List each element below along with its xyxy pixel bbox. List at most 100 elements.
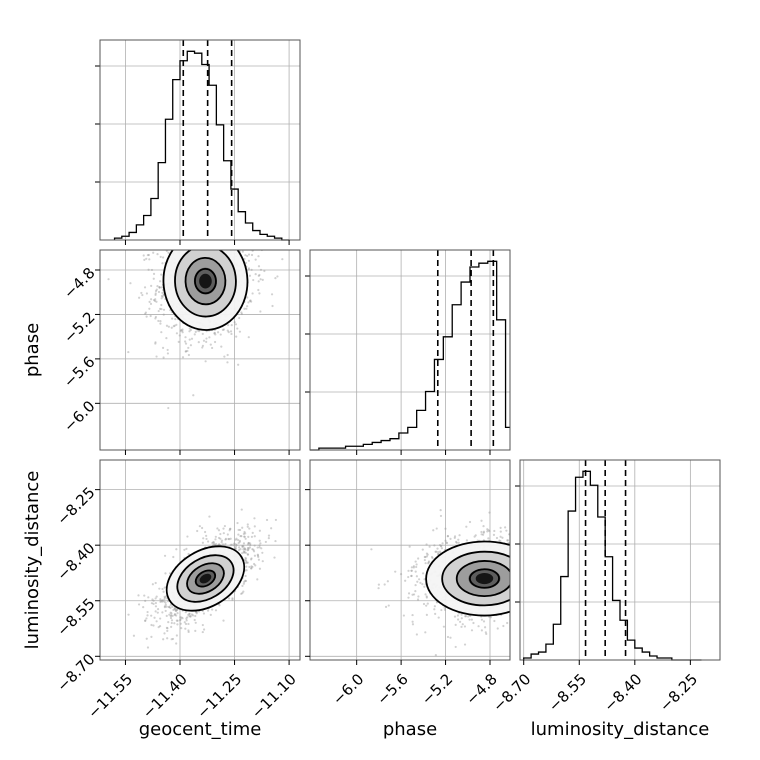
sample-point xyxy=(150,635,153,638)
sample-point xyxy=(470,629,474,632)
sample-point xyxy=(164,601,167,604)
sample-point xyxy=(175,642,178,645)
histogram-luminosity-distance xyxy=(523,470,702,661)
sample-point xyxy=(183,621,186,624)
sample-point xyxy=(163,606,167,609)
sample-point xyxy=(246,543,250,546)
sample-point xyxy=(455,541,458,544)
sample-point xyxy=(246,523,249,526)
sample-point xyxy=(242,542,246,545)
sample-point xyxy=(166,348,169,352)
sample-point xyxy=(144,619,147,622)
contour-level-0 xyxy=(165,545,246,612)
sample-point xyxy=(221,543,225,546)
sample-point xyxy=(257,280,260,283)
sample-point xyxy=(435,550,438,553)
sample-point xyxy=(417,557,420,560)
sample-point xyxy=(184,336,187,339)
sample-point xyxy=(245,561,248,564)
sample-point xyxy=(178,334,181,337)
sample-point xyxy=(175,608,179,612)
sample-point xyxy=(438,550,442,553)
sample-point xyxy=(444,539,447,542)
sample-point xyxy=(404,579,407,582)
sample-point xyxy=(244,574,247,578)
sample-point xyxy=(222,527,225,530)
sample-point xyxy=(234,538,237,541)
sample-point xyxy=(241,592,244,595)
sample-point xyxy=(167,325,170,328)
sample-point xyxy=(242,532,245,535)
sample-point xyxy=(505,529,508,532)
sample-point xyxy=(464,615,467,618)
sample-point xyxy=(173,607,177,610)
sample-point xyxy=(258,546,261,549)
sample-point xyxy=(161,262,164,265)
sample-point xyxy=(399,572,403,576)
contour-level-3 xyxy=(194,267,217,295)
sample-point xyxy=(201,541,204,544)
sample-point xyxy=(240,535,243,538)
sample-point xyxy=(246,561,249,564)
sample-point xyxy=(238,528,242,532)
sample-point xyxy=(175,619,178,622)
sample-point xyxy=(453,535,457,538)
sample-point xyxy=(238,316,241,320)
sample-point xyxy=(242,551,246,554)
sample-point xyxy=(164,603,167,606)
x-axis-label-geocent-time: geocent_time xyxy=(139,719,262,740)
sample-point xyxy=(433,605,436,608)
sample-point xyxy=(238,539,241,542)
sample-point xyxy=(160,331,163,334)
sample-point xyxy=(270,527,273,530)
sample-point xyxy=(230,332,233,336)
sample-point xyxy=(137,603,141,606)
sample-point xyxy=(207,540,210,543)
sample-point xyxy=(248,527,251,530)
sample-point xyxy=(127,350,130,354)
sample-point xyxy=(468,520,472,524)
sample-point xyxy=(410,566,413,569)
sample-point xyxy=(154,581,157,585)
sample-point xyxy=(185,617,188,620)
sample-point xyxy=(194,611,198,614)
sample-point xyxy=(251,531,254,534)
sample-point xyxy=(408,545,411,548)
sample-point xyxy=(370,548,373,551)
sample-point xyxy=(440,608,443,612)
sample-point xyxy=(226,361,229,364)
sample-point xyxy=(460,613,463,616)
sample-point xyxy=(216,331,220,334)
sample-point xyxy=(218,543,221,546)
sample-point xyxy=(415,565,418,569)
sample-point xyxy=(246,553,249,556)
sample-point xyxy=(439,545,443,548)
sample-point xyxy=(485,632,488,636)
sample-point xyxy=(157,319,160,323)
sample-point xyxy=(249,542,252,545)
sample-point xyxy=(267,537,270,540)
sample-point xyxy=(465,525,468,528)
sample-point xyxy=(155,355,158,358)
sample-point xyxy=(223,524,226,528)
sample-point xyxy=(244,548,247,551)
sample-point xyxy=(142,606,145,609)
sample-point xyxy=(247,535,250,538)
sample-point xyxy=(446,635,450,639)
sample-point xyxy=(170,326,173,329)
contour-level-3 xyxy=(194,569,217,588)
sample-point xyxy=(166,637,169,640)
panel-frame xyxy=(519,459,721,661)
sample-point xyxy=(196,529,199,533)
sample-point xyxy=(194,629,197,632)
density-level-4 xyxy=(199,573,212,584)
sample-point xyxy=(214,535,217,538)
sample-point xyxy=(226,353,229,357)
sample-point xyxy=(253,535,256,538)
sample-point xyxy=(177,340,180,343)
sample-point xyxy=(152,298,156,302)
sample-point xyxy=(387,604,390,607)
sample-point xyxy=(174,609,177,612)
sample-point xyxy=(179,616,182,619)
sample-point xyxy=(142,254,145,257)
